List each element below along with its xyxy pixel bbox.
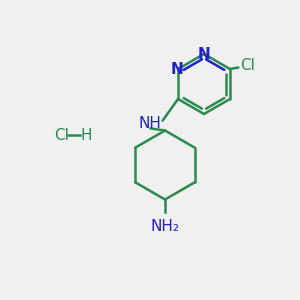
Text: N: N xyxy=(170,61,183,76)
Text: H: H xyxy=(81,128,92,142)
Text: NH₂: NH₂ xyxy=(151,219,179,234)
Text: N: N xyxy=(198,46,210,62)
Text: NH: NH xyxy=(139,116,161,130)
Text: Cl: Cl xyxy=(54,128,69,142)
Text: Cl: Cl xyxy=(241,58,255,74)
